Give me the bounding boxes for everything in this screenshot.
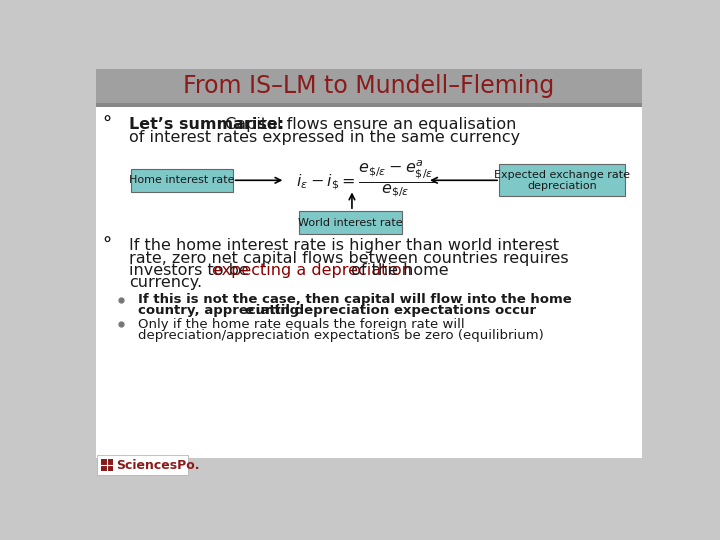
FancyBboxPatch shape: [131, 168, 233, 192]
Text: of the home: of the home: [346, 263, 449, 278]
Text: Let’s summarise:: Let’s summarise:: [129, 117, 284, 132]
Text: expecting a depreciation: expecting a depreciation: [212, 263, 412, 278]
FancyBboxPatch shape: [96, 72, 642, 457]
FancyBboxPatch shape: [97, 455, 188, 475]
Text: SciencesPo.: SciencesPo.: [117, 458, 200, 472]
Text: e: e: [244, 304, 253, 317]
Text: °: °: [102, 237, 112, 255]
FancyBboxPatch shape: [300, 211, 402, 234]
FancyBboxPatch shape: [101, 459, 113, 471]
Text: Capital flows ensure an equalisation: Capital flows ensure an equalisation: [220, 117, 516, 132]
Text: From IS–LM to Mundell–Fleming: From IS–LM to Mundell–Fleming: [184, 73, 554, 98]
Text: investors to be: investors to be: [129, 263, 253, 278]
Text: country, appreciating: country, appreciating: [138, 304, 304, 317]
Text: currency.: currency.: [129, 275, 202, 290]
Text: $i_{\epsilon} - i_{\$} = \dfrac{e_{\$/\epsilon} - e^{a}_{\$/\epsilon}}{e_{\$/\ep: $i_{\epsilon} - i_{\$} = \dfrac{e_{\$/\e…: [296, 158, 434, 199]
Text: rate, zero net capital flows between countries requires: rate, zero net capital flows between cou…: [129, 251, 568, 266]
FancyBboxPatch shape: [96, 103, 642, 107]
Text: World interest rate: World interest rate: [298, 218, 402, 228]
FancyBboxPatch shape: [96, 69, 642, 103]
Text: of interest rates expressed in the same currency: of interest rates expressed in the same …: [129, 130, 520, 145]
Text: If this is not the case, then capital will flow into the home: If this is not the case, then capital wi…: [138, 293, 572, 306]
Text: until depreciation expectations occur: until depreciation expectations occur: [251, 304, 536, 317]
Text: If the home interest rate is higher than world interest: If the home interest rate is higher than…: [129, 238, 559, 253]
Text: °: °: [102, 116, 112, 134]
Text: Home interest rate: Home interest rate: [130, 176, 235, 185]
FancyBboxPatch shape: [499, 164, 625, 197]
Text: Expected exchange rate
depreciation: Expected exchange rate depreciation: [494, 170, 630, 191]
Text: depreciation/appreciation expectations be zero (equilibrium): depreciation/appreciation expectations b…: [138, 328, 544, 342]
Text: Only if the home rate equals the foreign rate will: Only if the home rate equals the foreign…: [138, 318, 464, 331]
